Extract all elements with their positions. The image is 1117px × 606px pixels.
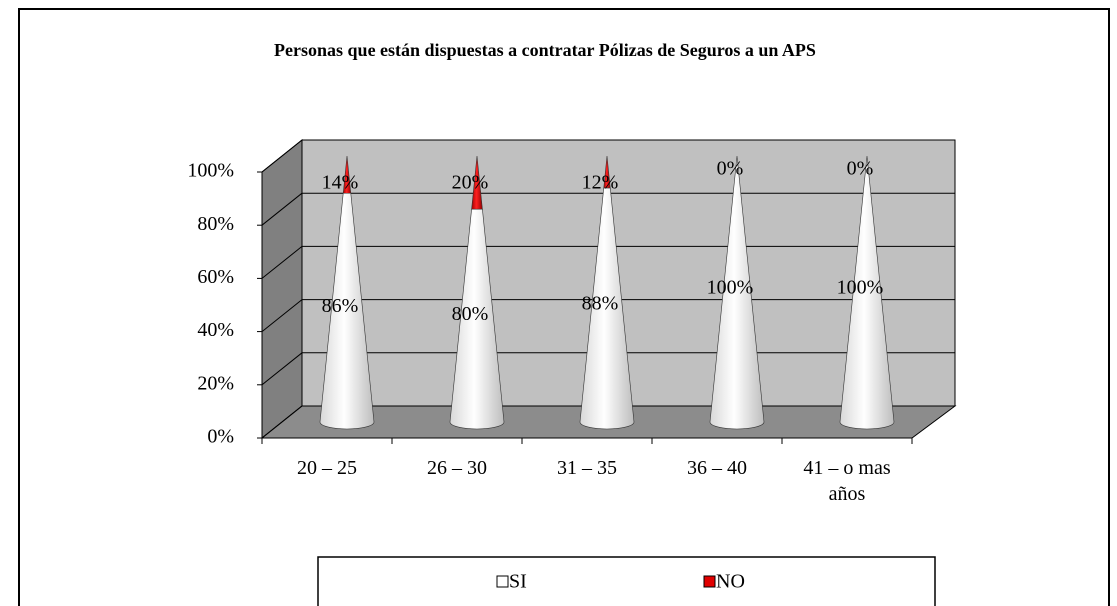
cone-segment (319, 192, 375, 430)
legend (317, 556, 936, 606)
y-tick-label: 60% (197, 266, 234, 288)
x-tick-label: 41 – o mas años (803, 457, 891, 505)
cone-segment (709, 155, 765, 430)
data-label: 14% (322, 172, 359, 194)
cone-segment (471, 155, 483, 210)
grid-line (261, 352, 303, 386)
x-tick-label: 26 – 30 (427, 457, 487, 479)
y-tick-label: 40% (197, 319, 234, 341)
chart-border (18, 8, 1110, 606)
data-label: 86% (322, 295, 359, 317)
cone-segment (579, 187, 635, 430)
data-label: 80% (452, 303, 489, 325)
grid-line (261, 139, 303, 173)
chart-title: Personas que están dispuestas a contrata… (274, 40, 816, 60)
legend-label: SI (509, 571, 527, 593)
legend-label: NO (716, 571, 745, 593)
data-label: 100% (837, 277, 884, 299)
cone-segment (603, 155, 611, 189)
cone-segment (449, 208, 505, 430)
legend-swatch (496, 575, 509, 588)
cone-segment (342, 155, 352, 194)
y-tick-label: 100% (187, 160, 234, 182)
grid-line (261, 299, 303, 332)
y-tick-label: 80% (197, 213, 234, 235)
data-label: 100% (707, 277, 754, 299)
x-tick-label: 20 – 25 (297, 457, 357, 479)
cone-segment (839, 155, 895, 430)
grid-line (261, 405, 303, 439)
data-label: 20% (452, 172, 489, 194)
data-label: 12% (582, 172, 619, 194)
x-tick-label: 36 – 40 (687, 457, 747, 479)
side-wall (261, 138, 303, 440)
data-label: 0% (847, 158, 874, 180)
data-label: 0% (717, 158, 744, 180)
x-tick-label: 31 – 35 (557, 457, 617, 479)
y-tick-label: 20% (197, 372, 234, 394)
grid-line (261, 246, 303, 279)
grid-line (261, 192, 303, 226)
y-tick-label: 0% (207, 426, 234, 448)
legend-swatch (703, 575, 716, 588)
data-label: 88% (582, 293, 619, 315)
